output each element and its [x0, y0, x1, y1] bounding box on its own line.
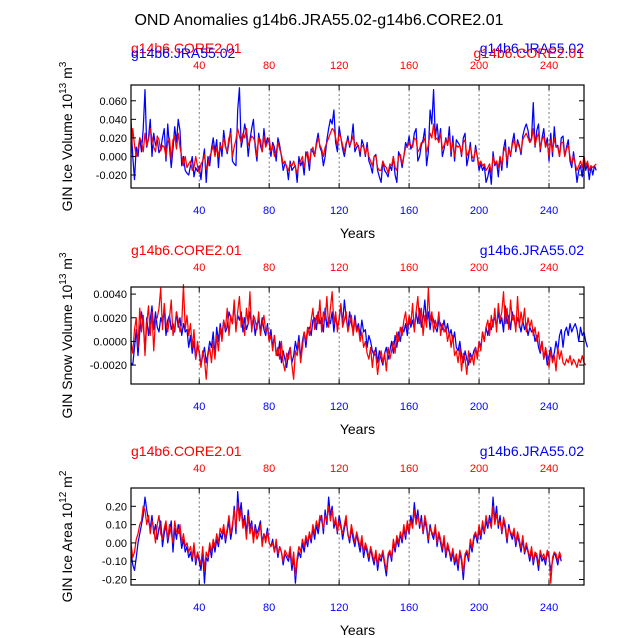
x-tick-label-bottom: 200: [470, 205, 488, 217]
x-tick-label-top: 80: [263, 463, 275, 475]
series-line-core2: [130, 123, 597, 174]
series-line-core2: [130, 284, 587, 380]
run-label-jra55: g14b6.JRA55.02: [480, 242, 585, 258]
y-axis-label-part: 3: [58, 252, 69, 258]
y-axis-label-part: 2: [58, 470, 69, 476]
y-axis-label-part: m: [59, 258, 75, 274]
y-axis-label: GIN Ice Area 1012 m2: [58, 470, 75, 602]
x-tick-label-top: 120: [330, 463, 348, 475]
run-label-core2-overlap: g14b6.CORE2.01: [473, 45, 584, 61]
panel-ice-area: -0.20 -0.10 0.00 0.10 0.20 40 80 120 160 200 240 40…: [58, 443, 585, 638]
x-tick-label-bottom: 200: [470, 602, 488, 614]
series-line-jra55: [130, 87, 597, 185]
panels: -0.020 0.000 0.020 0.040 0.060 40 80 120 160 200 2…: [58, 40, 597, 638]
run-label-jra55-overlap: g14b6.JRA55.02: [131, 45, 236, 61]
figure-title: OND Anomalies g14b6.JRA55.02-g14b6.CORE2…: [134, 12, 503, 29]
x-tick-label-top: 80: [263, 60, 275, 72]
y-axis-label: GIN Ice Volume 1013 m3: [58, 61, 75, 211]
y-tick-label: 0.000: [99, 151, 127, 163]
y-tick-label: 0.040: [99, 114, 127, 126]
x-tick-label-bottom: 40: [193, 602, 205, 614]
x-tick-label-bottom: 120: [330, 401, 348, 413]
y-tick-label: 0.0020: [93, 313, 127, 325]
x-axis-label: Years: [340, 225, 375, 241]
y-axis-label-part: 13: [58, 273, 69, 285]
run-label-jra55: g14b6.JRA55.02: [480, 40, 585, 56]
x-tick-label-top: 40: [193, 60, 205, 72]
run-label-core2: g14b6.CORE2.01: [131, 443, 242, 459]
x-tick-label-bottom: 240: [540, 205, 558, 217]
x-tick-label-top: 160: [400, 60, 418, 72]
run-label-jra55: g14b6.JRA55.02: [480, 443, 585, 459]
y-tick-label: -0.10: [102, 556, 127, 568]
y-tick-label: -0.020: [96, 170, 127, 182]
panel-ice-volume: -0.020 0.000 0.020 0.040 0.060 40 80 120 160 200 2…: [58, 40, 597, 241]
x-tick-label-top: 40: [193, 262, 205, 274]
x-tick-label-bottom: 240: [540, 401, 558, 413]
plot-frame: [130, 84, 585, 189]
x-tick-label-top: 240: [540, 463, 558, 475]
x-tick-label-bottom: 120: [330, 602, 348, 614]
x-axis-label: Years: [340, 421, 375, 437]
y-axis-label-part: GIN Ice Area 10: [59, 503, 75, 603]
y-axis-label-part: GIN Ice Volume 10: [59, 94, 75, 212]
run-label-core2: g14b6.CORE2.01: [131, 40, 242, 56]
x-tick-label-top: 120: [330, 60, 348, 72]
x-tick-label-top: 160: [400, 463, 418, 475]
x-tick-label-bottom: 200: [470, 401, 488, 413]
y-tick-label: -0.20: [102, 575, 127, 587]
x-tick-label-bottom: 120: [330, 205, 348, 217]
y-axis-label: GIN Snow Volume 1013 m3: [58, 252, 75, 419]
y-axis-label-part: m: [59, 476, 75, 492]
x-tick-label-top: 200: [470, 262, 488, 274]
x-tick-label-bottom: 80: [263, 401, 275, 413]
panel-snow-volume: -0.0020 0.0000 0.0020 0.0040 40 80 120 160 200 24…: [58, 242, 589, 437]
y-axis-label-part: 12: [58, 491, 69, 503]
y-axis-label-part: GIN Snow Volume 10: [59, 284, 75, 418]
x-tick-label-bottom: 40: [193, 401, 205, 413]
y-tick-label: 0.020: [99, 133, 127, 145]
x-tick-label-bottom: 80: [263, 602, 275, 614]
x-tick-label-top: 160: [400, 262, 418, 274]
x-tick-label-top: 80: [263, 262, 275, 274]
x-tick-label-bottom: 160: [400, 401, 418, 413]
x-tick-label-bottom: 40: [193, 205, 205, 217]
y-axis-label-part: 13: [58, 82, 69, 94]
x-tick-label-top: 240: [540, 60, 558, 72]
series-line-jra55: [130, 491, 562, 584]
x-tick-label-top: 240: [540, 262, 558, 274]
y-tick-label: 0.0000: [93, 336, 127, 348]
y-axis-label-part: m: [59, 67, 75, 83]
run-label-core2: g14b6.CORE2.01: [131, 242, 242, 258]
plot-frame: [130, 286, 585, 385]
y-tick-label: 0.10: [106, 520, 127, 532]
series-line-core2: [130, 502, 562, 584]
plot-frame: [130, 487, 585, 586]
y-tick-label: 0.20: [106, 501, 127, 513]
y-tick-label: -0.0020: [90, 360, 127, 372]
x-tick-label-top: 200: [470, 60, 488, 72]
x-tick-label-bottom: 160: [400, 602, 418, 614]
y-axis-label-part: 3: [58, 61, 69, 67]
x-tick-label-top: 200: [470, 463, 488, 475]
y-tick-label: 0.00: [106, 538, 127, 550]
x-tick-label-bottom: 240: [540, 602, 558, 614]
x-tick-label-top: 120: [330, 262, 348, 274]
x-tick-label-top: 40: [193, 463, 205, 475]
y-tick-label: 0.0040: [93, 289, 127, 301]
y-tick-label: 0.060: [99, 96, 127, 108]
x-axis-label: Years: [340, 622, 375, 638]
x-tick-label-bottom: 160: [400, 205, 418, 217]
x-tick-label-bottom: 80: [263, 205, 275, 217]
